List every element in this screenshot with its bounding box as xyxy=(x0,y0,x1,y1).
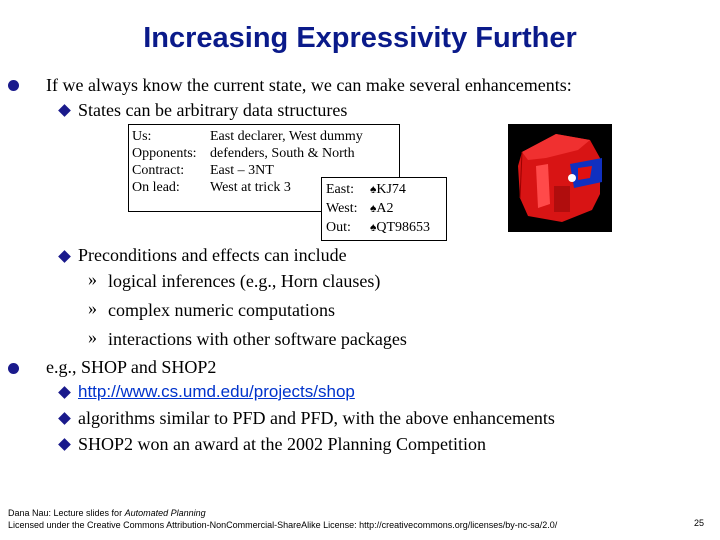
cad-pillar xyxy=(536,164,550,208)
bullet-2-sub-2-text: algorithms similar to PFD and PFD, with … xyxy=(78,408,555,428)
cards-box: East: West: Out: ♠KJ74 ♠A2 ♠QT98653 xyxy=(321,177,447,241)
footer-line-1: Dana Nau: Lecture slides for Automated P… xyxy=(8,508,206,518)
bullet-1-sub-2-item-1: logical inferences (e.g., Horn clauses) xyxy=(108,271,381,291)
sub-bullet-diamond xyxy=(58,386,71,399)
bullet-dot xyxy=(8,80,19,91)
cad-part-image xyxy=(508,124,612,232)
cards-east: KJ74 xyxy=(376,182,406,197)
state-label-on-lead: On lead: xyxy=(132,180,180,195)
state-label-contract: Contract: xyxy=(132,163,185,178)
cad-recess xyxy=(554,186,570,212)
footer-license: Licensed under the Creative Commons Attr… xyxy=(8,520,558,530)
spade-icon: ♠ xyxy=(370,220,377,234)
cad-edge xyxy=(519,151,523,199)
bullet-dot xyxy=(8,363,19,374)
cards-label-east: East: xyxy=(326,182,354,197)
bullet-1-sub-2-text: Preconditions and effects can include xyxy=(78,245,347,265)
spade-icon: ♠ xyxy=(370,182,377,196)
cad-hole xyxy=(568,174,576,182)
cad-top-face xyxy=(522,134,590,160)
state-value-contract: East – 3NT xyxy=(210,163,274,178)
slide-title: Increasing Expressivity Further xyxy=(143,22,577,54)
sub-bullet-diamond xyxy=(58,250,71,263)
sub-bullet-diamond xyxy=(58,104,71,117)
bullet-1-sub-2-item-3: interactions with other software package… xyxy=(108,329,407,349)
state-box: Us: Opponents: Contract: On lead: East d… xyxy=(128,124,400,212)
footer-prefix: Dana Nau: Lecture slides for xyxy=(8,508,125,518)
cad-slot xyxy=(578,166,592,180)
cards-label-out: Out: xyxy=(326,220,351,235)
cards-row-east: ♠KJ74 xyxy=(370,181,406,198)
page-number: 25 xyxy=(694,518,705,528)
raquo-bullet: » xyxy=(88,327,97,347)
raquo-bullet: » xyxy=(88,298,97,318)
state-value-us: East declarer, West dummy xyxy=(210,129,363,144)
state-value-on-lead: West at trick 3 xyxy=(210,180,291,195)
state-value-opponents: defenders, South & North xyxy=(210,146,355,161)
shop-link[interactable]: http://www.cs.umd.edu/projects/shop xyxy=(78,382,355,401)
cards-west: A2 xyxy=(376,201,394,216)
bullet-2-sub-3-text: SHOP2 won an award at the 2002 Planning … xyxy=(78,434,486,454)
cards-out: QT98653 xyxy=(376,220,431,235)
bullet-1-sub-2-item-2: complex numeric computations xyxy=(108,300,335,320)
bullet-1-sub-1-text: States can be arbitrary data structures xyxy=(78,100,348,120)
state-label-us: Us: xyxy=(132,129,152,144)
cards-label-west: West: xyxy=(326,201,358,216)
raquo-bullet: » xyxy=(88,269,97,289)
sub-bullet-diamond xyxy=(58,412,71,425)
state-label-opponents: Opponents: xyxy=(132,146,197,161)
cards-row-out: ♠QT98653 xyxy=(370,219,430,236)
bullet-1-text: If we always know the current state, we … xyxy=(46,75,572,95)
sub-bullet-diamond xyxy=(58,438,71,451)
footer-book-title: Automated Planning xyxy=(124,508,206,518)
bullet-2-text: e.g., SHOP and SHOP2 xyxy=(46,357,217,377)
spade-icon: ♠ xyxy=(370,201,377,215)
cards-row-west: ♠A2 xyxy=(370,200,394,217)
